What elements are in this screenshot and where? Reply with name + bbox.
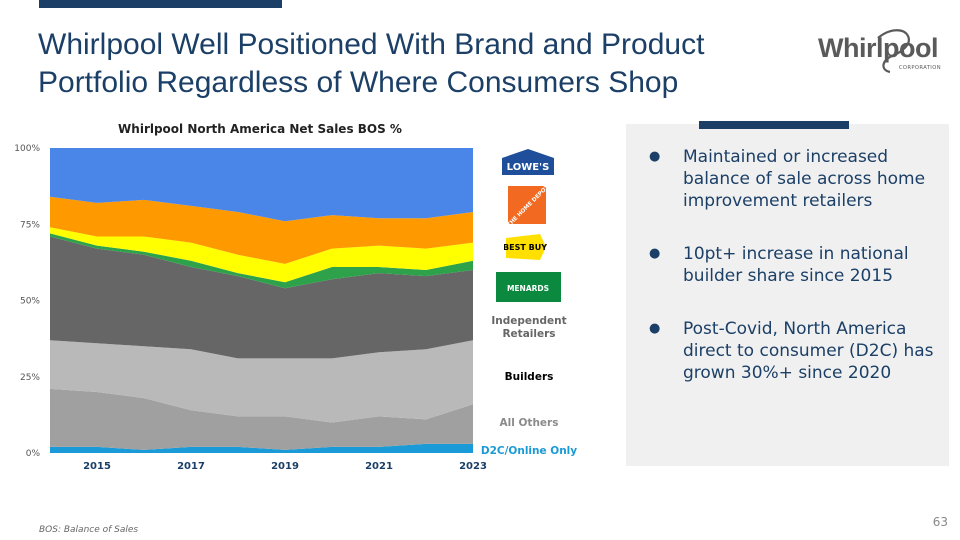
x-tick-label: 2015 — [83, 461, 111, 472]
footnote: BOS: Balance of Sales — [39, 525, 139, 535]
home-depot-logo: THE HOME DEPOT — [508, 186, 546, 226]
chart-title: Whirlpool North America Net Sales BOS % — [118, 122, 402, 136]
x-axis-labels: 2015 2017 2019 2021 2023 — [83, 461, 487, 472]
area-best_buy — [50, 227, 473, 283]
top-accent-bar — [39, 0, 282, 8]
y-tick-label: 75% — [20, 220, 40, 230]
y-tick-label: 0% — [26, 449, 41, 459]
panel-accent-bar — [699, 121, 849, 129]
y-tick-label: 100% — [14, 144, 40, 154]
menards-logo: MENARDS — [496, 272, 561, 302]
area-home_depot — [50, 196, 473, 264]
stacked-area-chart: 100% 75% 50% 25% 0% 2015 2017 2019 2021 2023 — [14, 144, 487, 472]
area-d2c — [50, 443, 473, 453]
x-tick-label: 2021 — [365, 461, 393, 472]
best-buy-logo: BEST BUY — [504, 234, 547, 260]
legend-builders: Builders — [504, 371, 554, 383]
bullet-item: Maintained or increased balance of sale … — [649, 146, 947, 212]
lowes-logo: LOWE'S — [496, 146, 561, 178]
page-number: 63 — [932, 515, 948, 529]
svg-text:LOWE'S: LOWE'S — [507, 162, 550, 173]
logo-subtitle: CORPORATION — [899, 65, 941, 71]
y-tick-label: 50% — [20, 297, 40, 307]
legend-independent-retailers: Independent Retailers — [491, 315, 567, 340]
logo-wordmark: Whirlpool — [818, 33, 938, 63]
chart-areas — [50, 148, 473, 453]
slide-title: Whirlpool Well Positioned With Brand and… — [38, 28, 705, 99]
area-menards — [50, 233, 473, 289]
whirlpool-logo: Whirlpool CORPORATION — [818, 29, 941, 74]
area-builders — [50, 340, 473, 423]
area-all_others — [50, 388, 473, 450]
y-axis-labels: 100% 75% 50% 25% 0% — [14, 144, 40, 459]
area-independent — [50, 236, 473, 359]
logo-swirl — [877, 29, 910, 74]
svg-text:MENARDS: MENARDS — [507, 284, 549, 293]
x-tick-label: 2019 — [271, 461, 299, 472]
legend-d2c-online: D2C/Online Only — [480, 445, 578, 457]
y-tick-label: 25% — [20, 373, 40, 383]
bullet-item: 10pt+ increase in national builder share… — [649, 243, 947, 287]
svg-text:BEST BUY: BEST BUY — [504, 243, 547, 252]
legend-all-others: All Others — [499, 417, 559, 429]
x-tick-label: 2023 — [459, 461, 487, 472]
bullet-item: Post-Covid, North America direct to cons… — [649, 318, 947, 384]
x-tick-label: 2017 — [177, 461, 205, 472]
key-points-list: Maintained or increased balance of sale … — [649, 146, 947, 384]
area-lowes — [50, 148, 473, 222]
